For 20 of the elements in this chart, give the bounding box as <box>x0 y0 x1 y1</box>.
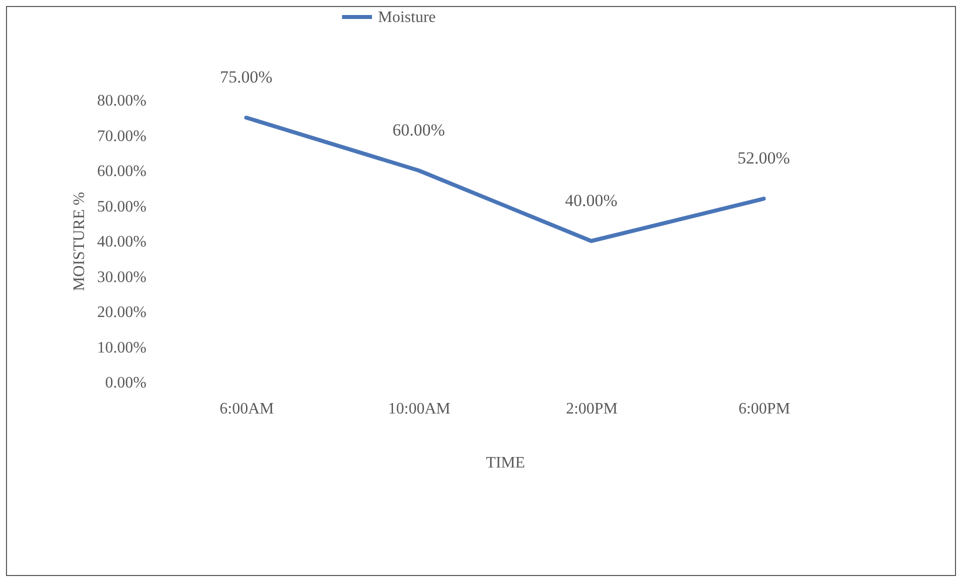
y-tick-label: 30.00% <box>97 268 146 286</box>
x-axis-title: TIME <box>486 454 526 472</box>
y-tick-label: 80.00% <box>97 92 146 110</box>
y-tick-label: 40.00% <box>97 234 146 250</box>
data-label: 52.00% <box>738 148 790 168</box>
y-tick-label: 60.00% <box>97 163 146 180</box>
y-tick-label: 50.00% <box>97 198 146 216</box>
x-tick-label: 6:00PM <box>738 400 790 418</box>
y-tick-label: 0.00% <box>105 374 146 392</box>
data-label: 60.00% <box>392 120 445 140</box>
y-tick-label: 70.00% <box>97 128 146 145</box>
data-label: 75.00% <box>220 68 272 87</box>
legend-label: Moisture <box>378 9 436 26</box>
x-tick-label: 10:00AM <box>388 400 450 418</box>
x-tick-label: 2:00PM <box>566 400 618 418</box>
x-tick-label: 6:00AM <box>220 400 274 418</box>
data-label: 40.00% <box>565 191 618 210</box>
y-tick-label: 10.00% <box>97 339 146 356</box>
y-axis-title: MOISTURE % <box>71 192 88 292</box>
y-tick-label: 20.00% <box>97 304 146 321</box>
